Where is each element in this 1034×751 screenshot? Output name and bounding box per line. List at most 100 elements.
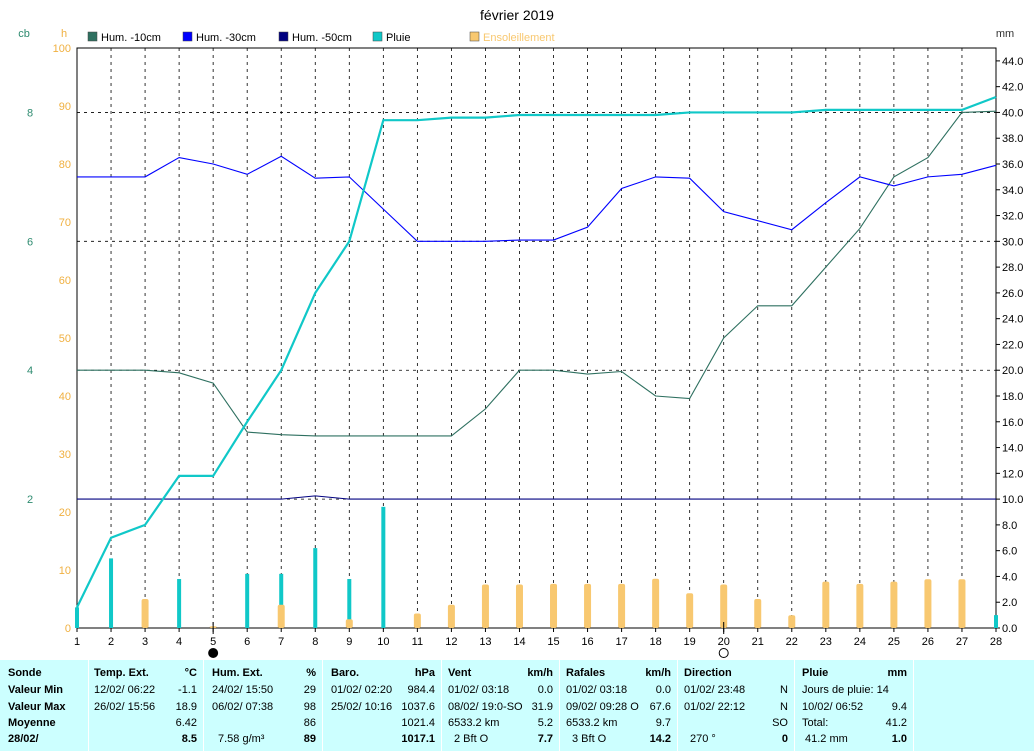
mm-tick-label: 12.0 [1002, 468, 1023, 480]
x-tick-label: 18 [650, 636, 662, 648]
x-tick-label: 19 [684, 636, 696, 648]
mm-tick-label: 14.0 [1002, 443, 1023, 455]
h-tick-label: 30 [59, 449, 71, 461]
sonde-row-max: Valeur Max [8, 701, 66, 713]
mm-tick-label: 28.0 [1002, 262, 1023, 274]
hum-unit: % [306, 667, 316, 679]
rafales-max-date: 09/02/ 09:28 O [566, 701, 639, 713]
chart-title: février 2019 [480, 7, 554, 23]
sunshine-bar [958, 579, 966, 628]
cb-tick-label: 6 [27, 236, 33, 248]
sunshine-bar [720, 584, 728, 628]
mm-tick-label: 2.0 [1002, 597, 1017, 609]
rafales-max-value: 67.6 [649, 701, 671, 713]
vent-beaufort: 2 Bft O [454, 733, 489, 745]
stats-col-hum: Hum. Ext. % 24/02/ 15:50 29 06/02/ 07:38… [204, 660, 323, 751]
sunshine-bar [345, 619, 353, 628]
baro-unit: hPa [414, 667, 435, 679]
hum-max-date: 06/02/ 07:38 [212, 701, 274, 713]
hum-10cm-line [77, 110, 997, 437]
x-tick-label: 9 [346, 636, 352, 648]
sunshine-bar [584, 583, 592, 628]
x-tick-label: 11 [412, 636, 423, 648]
left-axis-1-unit: cb [18, 28, 30, 40]
pluie-max-value: 9.4 [891, 701, 907, 713]
direction-min-value: N [780, 684, 788, 696]
x-tick-label: 1 [74, 636, 80, 648]
stats-col-direction: Direction 01/02/ 23:48 N 01/02/ 22:12 N … [678, 660, 795, 751]
sunshine-bar [924, 579, 932, 628]
x-tick-label: 4 [176, 636, 182, 648]
mm-tick-label: 20.0 [1002, 365, 1023, 377]
stats-col-temp: Temp. Ext. °C 12/02/ 06:22 -1.1 26/02/ 1… [89, 660, 204, 751]
sunshine-bar [652, 578, 660, 628]
h-tick-label: 70 [59, 217, 71, 229]
mm-tick-label: 32.0 [1002, 211, 1023, 223]
mm-tick-label: 34.0 [1002, 185, 1023, 197]
rain-bar [245, 573, 250, 628]
hum-min-date: 24/02/ 15:50 [212, 684, 274, 696]
rafales-min-value: 0.0 [655, 684, 671, 696]
vent-max-value: 31.9 [531, 701, 553, 713]
pluie-max-date: 10/02/ 06:52 [802, 701, 864, 713]
pluie-cumul-line [76, 95, 997, 608]
mm-tick-label: 24.0 [1002, 314, 1023, 326]
rafales-min-date: 01/02/ 03:18 [566, 684, 628, 696]
left-axis-2-unit: h [61, 28, 67, 40]
hum-30cm-line [77, 155, 997, 242]
h-tick-label: 80 [59, 159, 71, 171]
sunshine-bar [447, 604, 455, 628]
rain-bar [177, 579, 182, 628]
temp-header: Temp. Ext. [94, 667, 149, 679]
x-tick-label: 24 [854, 636, 866, 648]
vent-min-value: 0.0 [537, 684, 553, 696]
legend-swatch [87, 31, 98, 42]
hum-50cm-line [77, 495, 996, 500]
h-tick-label: 10 [59, 565, 71, 577]
mm-tick-label: 36.0 [1002, 159, 1023, 171]
full-moon-icon [718, 648, 729, 658]
pluie-header: Pluie [802, 667, 829, 679]
x-tick-label: 3 [142, 636, 148, 648]
temp-current-value: 8.5 [181, 733, 197, 745]
x-tick-label: 21 [752, 636, 764, 648]
temp-min-date: 12/02/ 06:22 [94, 684, 156, 696]
mm-tick-label: 22.0 [1002, 339, 1023, 351]
sonde-row-date: 28/02/ [8, 733, 39, 745]
temp-max-date: 26/02/ 15:56 [94, 701, 156, 713]
rain-bar [109, 558, 114, 628]
cb-tick-label: 2 [27, 494, 33, 506]
mm-tick-label: 18.0 [1002, 391, 1023, 403]
direction-max-value: N [780, 701, 788, 713]
baro-current-value: 1017.1 [401, 733, 435, 745]
x-tick-label: 2 [108, 636, 114, 648]
vent-header: Vent [448, 667, 472, 679]
h-tick-label: 0 [65, 623, 71, 635]
sunshine-bar [686, 593, 694, 628]
direction-max-date: 01/02/ 22:12 [684, 701, 746, 713]
h-tick-label: 50 [59, 333, 71, 345]
baro-avg-value: 1021.4 [401, 717, 435, 729]
mm-tick-label: 40.0 [1002, 107, 1023, 119]
rafales-header: Rafales [566, 667, 606, 679]
x-tick-label: 13 [479, 636, 491, 648]
baro-max-date: 25/02/ 10:16 [331, 701, 393, 713]
legend-label: Pluie [386, 32, 410, 44]
x-tick-label: 15 [547, 636, 559, 648]
baro-max-value: 1037.6 [401, 701, 435, 713]
sunshine-bar [550, 583, 558, 628]
pluie-rain-days: Jours de pluie: 14 [802, 684, 889, 696]
right-axis-unit: mm [996, 28, 1014, 40]
sunshine-bar [788, 615, 796, 628]
rafales-unit: km/h [645, 667, 671, 679]
mm-tick-label: 38.0 [1002, 133, 1023, 145]
direction-avg-value: SO [772, 717, 788, 729]
hum-current-value: 89 [303, 733, 316, 745]
rain-bar [75, 607, 79, 628]
stats-col-rafales: Rafales km/h 01/02/ 03:18 0.0 09/02/ 09:… [560, 660, 678, 751]
legend-swatch [278, 31, 289, 42]
sunshine-bar [890, 581, 898, 628]
pluie-total-value: 41.2 [885, 717, 907, 729]
x-tick-label: 26 [922, 636, 934, 648]
temp-max-value: 18.9 [175, 701, 197, 713]
